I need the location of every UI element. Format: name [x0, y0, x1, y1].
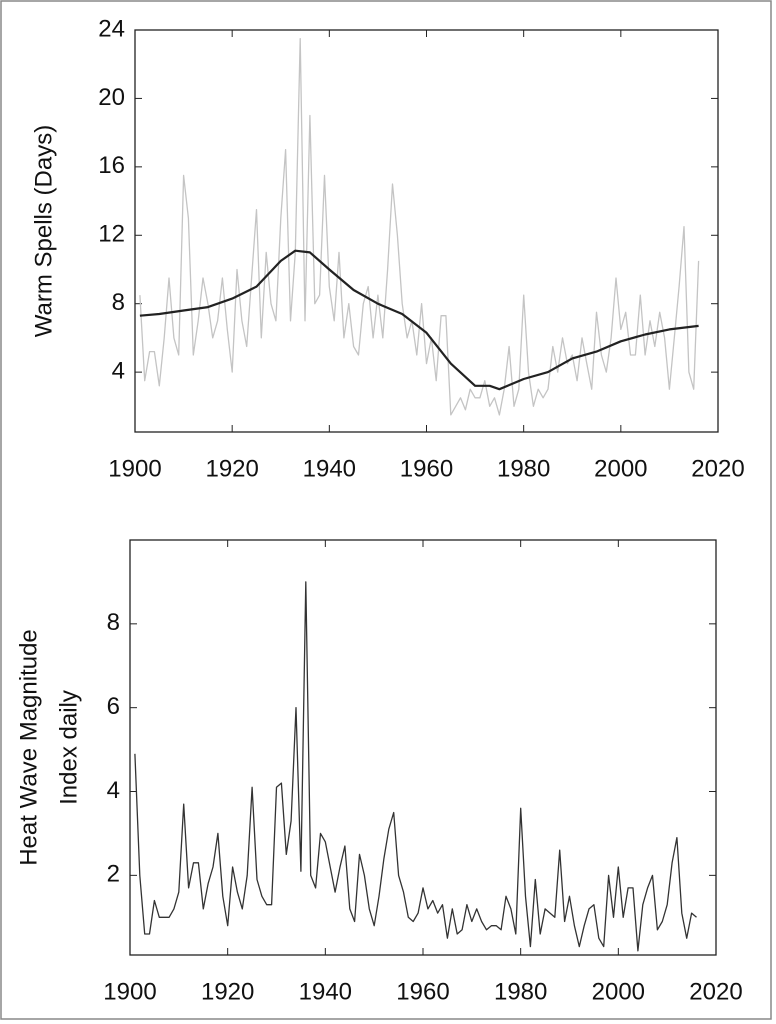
y-tick-label: 8: [107, 609, 120, 636]
x-tick-label: 2000: [592, 978, 645, 1005]
data-line: [134, 581, 697, 952]
y-tick-label: 6: [107, 693, 120, 720]
x-tick-label: 1900: [103, 978, 156, 1005]
y-tick-label: 20: [98, 84, 125, 111]
x-tick-label: 1980: [497, 455, 550, 482]
x-tick-label: 1960: [400, 455, 453, 482]
x-tick-label: 1940: [303, 455, 356, 482]
x-tick-label: 1920: [205, 455, 258, 482]
y-axis-label: Index daily: [55, 690, 82, 805]
x-tick-label: 2000: [594, 455, 647, 482]
y-tick-label: 16: [98, 152, 125, 179]
y-tick-label: 4: [112, 357, 125, 384]
x-tick-label: 1900: [108, 455, 161, 482]
y-tick-label: 4: [107, 777, 120, 804]
x-tick-label: 1940: [299, 978, 352, 1005]
data-line: [139, 37, 700, 416]
x-tick-label: 1960: [396, 978, 449, 1005]
y-tick-label: 24: [98, 15, 125, 42]
y-tick-label: 8: [112, 289, 125, 316]
x-tick-label: 1920: [201, 978, 254, 1005]
y-axis-label: Heat Wave Magnitude: [15, 629, 42, 866]
y-axis-label: Warm Spells (Days): [30, 125, 57, 337]
y-tick-label: 2: [107, 861, 120, 888]
x-tick-label: 1980: [494, 978, 547, 1005]
x-tick-label: 2020: [689, 978, 742, 1005]
y-tick-label: 12: [98, 221, 125, 248]
data-line: [139, 249, 699, 391]
x-tick-label: 2020: [691, 455, 744, 482]
